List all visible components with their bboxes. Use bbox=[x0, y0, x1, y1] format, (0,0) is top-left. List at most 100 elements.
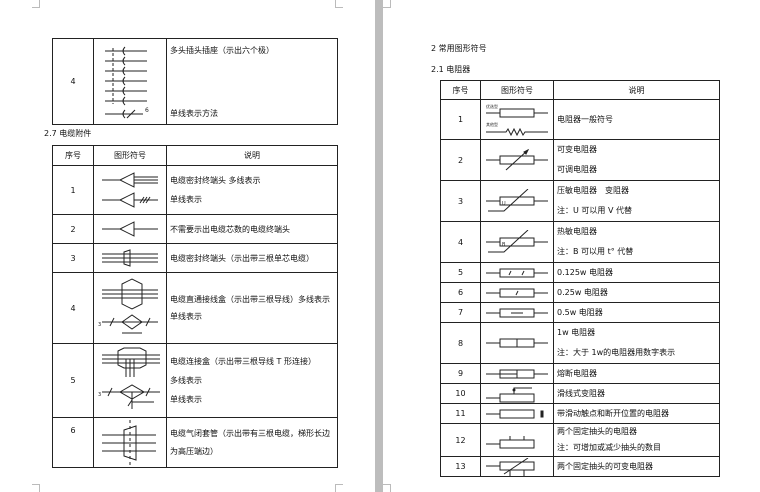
description: 多头插头插座（示出六个极） 单线表示方法 bbox=[166, 38, 338, 125]
row-number: 12 bbox=[440, 423, 481, 457]
description: 滑线式变阻器 bbox=[553, 383, 720, 404]
slide-contact-off-resistor-symbol bbox=[480, 403, 554, 424]
row-number: 7 bbox=[440, 302, 481, 323]
table-row: 3 电缆密封终端头（示出带三根单芯电缆） bbox=[52, 243, 338, 273]
table-row: 3 U 压敏电阻器 变阻器 注：U 可以用 V 代替 bbox=[440, 180, 720, 222]
header-row: 序号 图形符号 说明 bbox=[52, 145, 338, 166]
resistor-05w-symbol bbox=[480, 302, 554, 323]
table-row: 5 3 电缆连接盒（示出带三根导线 T 形连接） 多线表示 单线表示 bbox=[52, 343, 338, 418]
fusible-resistor-symbol bbox=[480, 363, 554, 384]
varistor-label: U bbox=[502, 201, 506, 207]
margin-mark bbox=[32, 0, 40, 8]
resistor-general-symbol: 优选型 其他型 bbox=[480, 99, 554, 140]
table-row: 6 电缆气闭套管（示出带有三根电缆，梯形长边为高压端边） bbox=[52, 417, 338, 468]
desc-line: 电缆气闭套管（示出带有三根电缆，梯形长边为高压端边） bbox=[170, 428, 330, 456]
row-number: 5 bbox=[440, 262, 481, 283]
description: 可变电阻器可调电阻器 bbox=[553, 139, 720, 181]
sealed-three-core-end-symbol bbox=[93, 243, 167, 273]
thermistor-label: B bbox=[502, 242, 506, 248]
table-row: 5 0.125w 电阻器 bbox=[440, 262, 720, 283]
desc-line: 注：U 可以用 V 代替 bbox=[557, 206, 632, 215]
row-number: 4 bbox=[52, 272, 94, 344]
slide-rheostat-symbol bbox=[480, 383, 554, 404]
varistor-symbol: U bbox=[480, 180, 554, 222]
desc-line: 两个固定抽头的电阻器 bbox=[557, 427, 637, 436]
other-type-label: 其他型 bbox=[486, 121, 498, 127]
subsection-title: 2.1 电阻器 bbox=[431, 65, 471, 74]
col-header-desc: 说明 bbox=[166, 145, 338, 166]
table-row: 2 不需要示出电缆芯数的电缆终端头 bbox=[52, 214, 338, 244]
desc-line: 单线表示方法 bbox=[170, 109, 218, 118]
description: 电缆密封终端头（示出带三根单芯电缆） bbox=[166, 243, 338, 273]
table-row: 4 B 热敏电阻器 注：B 可以用 t° 代替 bbox=[440, 221, 720, 263]
resistor-025w-symbol bbox=[480, 282, 554, 303]
header-row: 序号 图形符号 说明 bbox=[440, 80, 720, 100]
thermistor-symbol: B bbox=[480, 221, 554, 263]
cable-end-symbol bbox=[93, 214, 167, 244]
desc-line: 注：可增加或减少抽头的数目 bbox=[557, 443, 661, 452]
margin-mark bbox=[383, 0, 391, 8]
col-header-desc: 说明 bbox=[553, 80, 720, 100]
description: 0.125w 电阻器 bbox=[553, 262, 720, 283]
table-row: 1 优选型 其他型 电阻器一般符号 bbox=[440, 99, 720, 140]
section-title: 2.7 电缆附件 bbox=[44, 129, 92, 138]
margin-mark bbox=[383, 484, 391, 492]
desc-line: 单线表示 bbox=[170, 395, 202, 404]
page-gap bbox=[375, 0, 383, 492]
desc-line: 电缆密封终端头（示出带三根单芯电缆） bbox=[170, 253, 314, 263]
desc-line: 可调电阻器 bbox=[557, 165, 597, 174]
row-number: 4 bbox=[440, 221, 481, 263]
row-number: 1 bbox=[440, 99, 481, 140]
description: 两个固定抽头的电阻器注：可增加或减少抽头的数目 bbox=[553, 423, 720, 457]
table-row: 12 两个固定抽头的电阻器注：可增加或减少抽头的数目 bbox=[440, 423, 720, 457]
row-number: 6 bbox=[52, 417, 94, 468]
desc-line: 电阻器一般符号 bbox=[557, 114, 613, 124]
description: 带滑动触点和断开位置的电阻器 bbox=[553, 403, 720, 424]
resistor-table: 序号 图形符号 说明 1 优选型 其他型 电阻器一般符号 2 可变电阻器 可调电阻器 3 U 压敏… bbox=[440, 80, 720, 477]
row-number: 3 bbox=[440, 180, 481, 222]
row-number: 11 bbox=[440, 403, 481, 424]
desc-line: 可变电阻器 bbox=[557, 145, 597, 154]
desc-line: 0.125w 电阻器 bbox=[557, 267, 613, 277]
margin-mark bbox=[32, 484, 40, 492]
variable-resistor-symbol bbox=[480, 139, 554, 181]
row-number: 9 bbox=[440, 363, 481, 384]
desc-line: 注：大于 1w的电阻器用数字表示 bbox=[557, 348, 676, 357]
conductor-count-label: 3 bbox=[98, 322, 101, 328]
desc-line: 热敏电阻器 bbox=[557, 227, 597, 236]
resistor-1w-symbol bbox=[480, 322, 554, 364]
conductor-count-label: 3 bbox=[98, 392, 101, 398]
table-row: 1 电缆密封终端头 多线表示 单线表示 bbox=[52, 165, 338, 215]
cable-accessories-table: 序号 图形符号 说明 1 电缆密封终端头 多线表示 单线表示 2 不需要示出电缆芯… bbox=[52, 145, 338, 468]
description: 电缆直通接线盒（示出带三根导线）多线表示 单线表示 bbox=[166, 272, 338, 344]
desc-line: 单线表示 bbox=[170, 312, 202, 321]
desc-line: 多线表示 bbox=[170, 376, 202, 385]
row-number: 10 bbox=[440, 383, 481, 404]
resistor-0125w-symbol bbox=[480, 262, 554, 283]
description: 两个固定抽头的可变电阻器 bbox=[553, 456, 720, 477]
table-row: 6 0.25w 电阻器 bbox=[440, 282, 720, 303]
two-tap-resistor-symbol bbox=[480, 423, 554, 457]
sealed-cable-end-symbol bbox=[93, 165, 167, 215]
section-title: 2 常用图形符号 bbox=[431, 44, 487, 53]
description: 熔断电阻器 bbox=[553, 363, 720, 384]
row-number: 13 bbox=[440, 456, 481, 477]
row-number: 2 bbox=[440, 139, 481, 181]
description: 不需要示出电缆芯数的电缆终端头 bbox=[166, 214, 338, 244]
desc-line: 带滑动触点和断开位置的电阻器 bbox=[557, 408, 669, 418]
desc-line: 不需要示出电缆芯数的电缆终端头 bbox=[170, 224, 290, 234]
desc-line: 电缆连接盒（示出带三根导线 T 形连接） bbox=[170, 357, 316, 366]
row-number: 4 bbox=[52, 38, 94, 125]
desc-line: 电缆直通接线盒（示出带三根导线）多线表示 bbox=[170, 295, 330, 304]
col-header-symbol: 图形符号 bbox=[480, 80, 554, 100]
desc-line: 0.25w 电阻器 bbox=[557, 287, 608, 297]
table-row: 4 6 多头插头插座（示出六个极） 单线表示方法 bbox=[52, 38, 338, 125]
desc-line: 单线表示 bbox=[170, 195, 202, 204]
cable-connection-box-symbol: 3 bbox=[93, 343, 167, 418]
description: 压敏电阻器 变阻器 注：U 可以用 V 代替 bbox=[553, 180, 720, 222]
desc-line: 压敏电阻器 变阻器 bbox=[557, 186, 629, 195]
description: 电缆密封终端头 多线表示 单线表示 bbox=[166, 165, 338, 215]
table-row: 9 熔断电阻器 bbox=[440, 363, 720, 384]
description: 热敏电阻器 注：B 可以用 t° 代替 bbox=[553, 221, 720, 263]
table-row: 11 带滑动触点和断开位置的电阻器 bbox=[440, 403, 720, 424]
